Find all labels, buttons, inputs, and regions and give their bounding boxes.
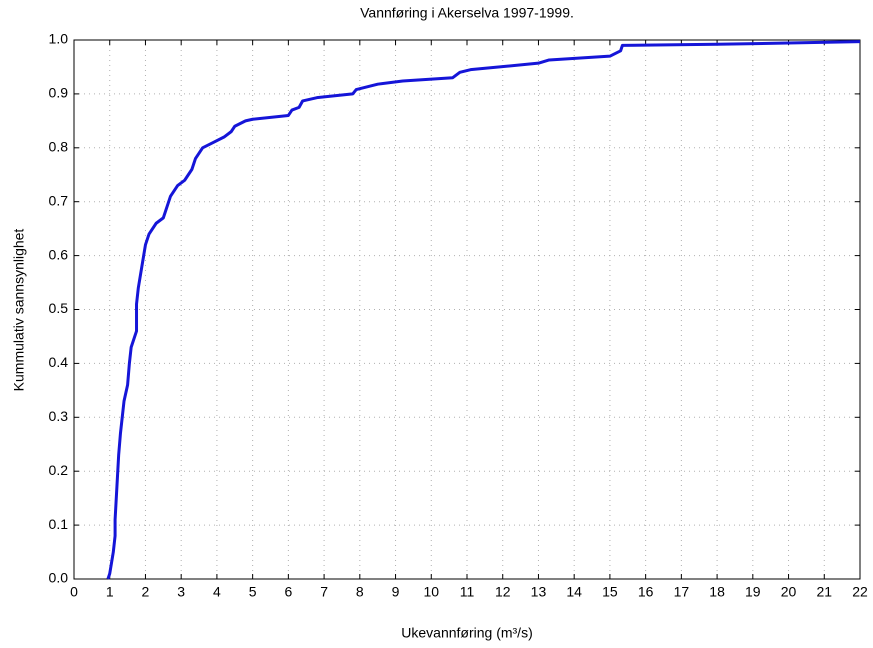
y-tick-label: 0.6 bbox=[49, 246, 69, 262]
y-tick-label: 0.3 bbox=[49, 408, 69, 424]
x-tick-label: 16 bbox=[638, 584, 654, 600]
x-tick-label: 0 bbox=[70, 584, 78, 600]
x-tick-label: 11 bbox=[460, 584, 475, 600]
x-tick-label: 15 bbox=[602, 584, 618, 600]
y-tick-label: 0.2 bbox=[49, 462, 69, 478]
x-tick-label: 22 bbox=[852, 584, 868, 600]
y-tick-label: 0.5 bbox=[49, 300, 69, 316]
x-tick-label: 21 bbox=[816, 584, 832, 600]
y-tick-label: 0.8 bbox=[49, 139, 69, 155]
x-tick-label: 3 bbox=[177, 584, 185, 600]
y-tick-label: 1.0 bbox=[49, 31, 69, 47]
x-tick-label: 13 bbox=[531, 584, 547, 600]
y-tick-label: 0.9 bbox=[49, 85, 69, 101]
x-tick-label: 9 bbox=[392, 584, 400, 600]
x-tick-label: 5 bbox=[249, 584, 257, 600]
x-tick-label: 4 bbox=[213, 584, 221, 600]
x-tick-label: 10 bbox=[423, 584, 439, 600]
x-axis-label: Ukevannføring (m³/s) bbox=[401, 625, 532, 641]
x-tick-label: 8 bbox=[356, 584, 364, 600]
x-tick-label: 2 bbox=[142, 584, 150, 600]
x-tick-label: 18 bbox=[709, 584, 725, 600]
data-line bbox=[106, 40, 861, 580]
x-tick-label: 17 bbox=[674, 584, 690, 600]
plot-frame bbox=[73, 39, 861, 580]
x-tick-label: 20 bbox=[781, 584, 797, 600]
y-tick-label: 0.1 bbox=[49, 516, 69, 532]
y-axis-label: Kummulativ sannsynlighet bbox=[11, 229, 27, 392]
y-tick-label: 0.4 bbox=[49, 354, 69, 370]
x-tick-label: 1 bbox=[106, 584, 114, 600]
y-tick-label: 0.7 bbox=[49, 192, 69, 208]
x-tick-label: 6 bbox=[284, 584, 292, 600]
x-tick-label: 14 bbox=[566, 584, 582, 600]
x-tick-label: 7 bbox=[320, 584, 328, 600]
x-tick-label: 12 bbox=[495, 584, 511, 600]
chart-title: Vannføring i Akerselva 1997-1999. bbox=[360, 5, 574, 21]
y-tick-label: 0.0 bbox=[49, 570, 69, 586]
x-tick-label: 19 bbox=[745, 584, 761, 600]
